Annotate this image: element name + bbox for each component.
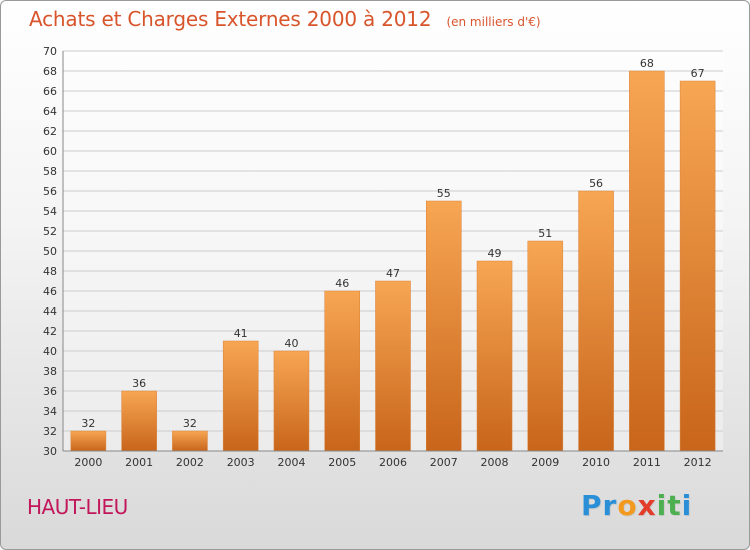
y-tick-label: 60 <box>43 145 57 158</box>
x-tick-label-2012: 2012 <box>684 456 712 469</box>
data-label-2002: 32 <box>183 417 197 430</box>
y-tick-label: 70 <box>43 45 57 58</box>
x-tick-label-2010: 2010 <box>582 456 610 469</box>
bars-layer <box>70 70 716 452</box>
y-tick-label: 58 <box>43 165 57 178</box>
y-tick-label: 46 <box>43 285 57 298</box>
y-tick-label: 68 <box>43 65 57 78</box>
bar-2012 <box>679 80 716 452</box>
logo-letter: o <box>617 489 638 522</box>
place-name: HAUT-LIEU <box>27 495 128 519</box>
x-tick-label-2000: 2000 <box>74 456 102 469</box>
logo-letter: t <box>667 489 682 522</box>
y-tick-label: 54 <box>43 205 57 218</box>
x-tick-label-2002: 2002 <box>176 456 204 469</box>
x-tick-label-2004: 2004 <box>277 456 305 469</box>
data-label-2008: 49 <box>488 247 502 260</box>
data-label-2001: 36 <box>132 377 146 390</box>
data-label-2007: 55 <box>437 187 451 200</box>
bar-2007 <box>426 200 462 452</box>
logo-letter: x <box>637 489 657 522</box>
data-label-2012: 67 <box>691 67 705 80</box>
x-tick-label-2005: 2005 <box>328 456 356 469</box>
logo-letter: i <box>656 489 668 522</box>
x-tick-label-2003: 2003 <box>227 456 255 469</box>
data-label-2009: 51 <box>538 227 552 240</box>
data-label-2004: 40 <box>284 337 298 350</box>
logo-letter: i <box>681 489 693 522</box>
y-tick-label: 48 <box>43 265 57 278</box>
bar-2004 <box>273 350 310 452</box>
bar-2008 <box>476 260 513 452</box>
x-tick-label-2011: 2011 <box>633 456 661 469</box>
data-label-2000: 32 <box>81 417 95 430</box>
y-tick-label: 52 <box>43 225 57 238</box>
data-label-2010: 56 <box>589 177 603 190</box>
x-tick-label-2007: 2007 <box>430 456 458 469</box>
y-tick-label: 64 <box>43 105 57 118</box>
y-tick-label: 42 <box>43 325 57 338</box>
labels-layer: 32 36 32 41 40 46 47 55 49 51 56 68 67 <box>81 57 704 430</box>
data-label-2011: 68 <box>640 57 654 70</box>
y-tick-label: 34 <box>43 405 57 418</box>
bar-2003 <box>222 340 259 452</box>
logo-letter: r <box>602 489 618 522</box>
y-tick-label: 30 <box>43 445 57 458</box>
y-tick-label: 38 <box>43 365 57 378</box>
chart-unit: (en milliers d'€) <box>446 15 541 29</box>
y-tick-label: 44 <box>43 305 57 318</box>
x-tick-label-2008: 2008 <box>481 456 509 469</box>
x-tick-label-2001: 2001 <box>125 456 153 469</box>
bar-2005 <box>324 290 360 452</box>
axis-layer: 30 32 34 36 38 40 42 44 46 48 50 52 54 56 58 60 62 64 66 68… <box>43 45 723 469</box>
logo-letter: P <box>581 489 603 522</box>
y-tick-label: 56 <box>43 185 57 198</box>
chart-title: Achats et Charges Externes 2000 à 2012 <box>29 7 432 31</box>
x-tick-label-2009: 2009 <box>531 456 559 469</box>
x-tick-label-2006: 2006 <box>379 456 407 469</box>
bar-2009 <box>527 240 564 452</box>
bar-2011 <box>629 70 665 452</box>
bar-2001 <box>121 390 157 452</box>
y-tick-label: 36 <box>43 385 57 398</box>
y-tick-label: 66 <box>43 85 57 98</box>
bar-2006 <box>375 280 411 452</box>
y-tick-label: 32 <box>43 425 57 438</box>
data-label-2003: 41 <box>234 327 248 340</box>
data-label-2005: 46 <box>335 277 349 290</box>
y-tick-label: 40 <box>43 345 57 358</box>
bar-2010 <box>578 190 614 452</box>
y-tick-label: 50 <box>43 245 57 258</box>
y-tick-label: 62 <box>43 125 57 138</box>
bar-2000 <box>70 430 107 452</box>
bar-2002 <box>172 430 208 452</box>
proxiti-logo: Proxiti <box>581 489 692 522</box>
data-label-2006: 47 <box>386 267 400 280</box>
title-row: Achats et Charges Externes 2000 à 2012 (… <box>29 7 541 31</box>
